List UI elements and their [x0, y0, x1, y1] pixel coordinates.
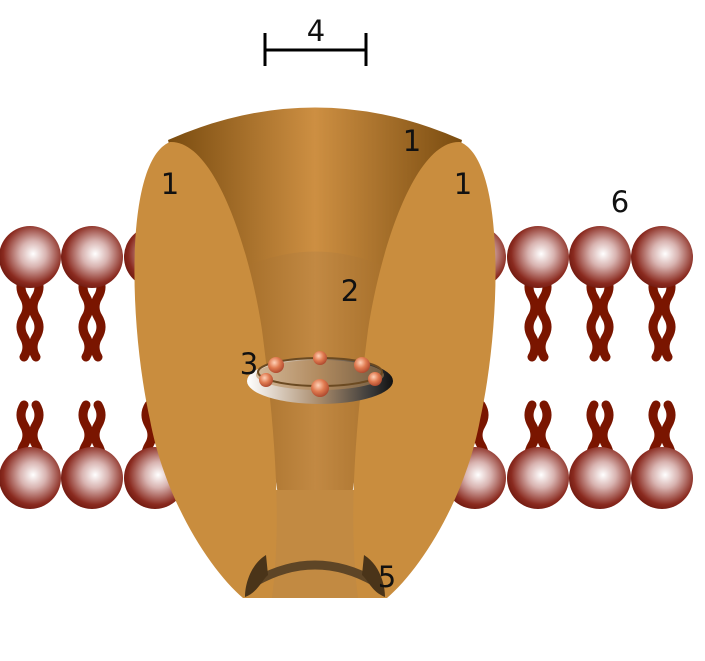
ion: [259, 373, 273, 387]
channel-gate: [245, 555, 385, 597]
ion: [368, 372, 382, 386]
label-left-domain: 1: [161, 167, 179, 201]
lipid-molecule: [507, 226, 569, 509]
label-pore: 2: [341, 274, 359, 308]
channel-top-surface: [168, 107, 462, 270]
right-domain: [353, 141, 496, 598]
label-selectivity-filter: 3: [240, 347, 258, 381]
label-scale-bar: 4: [307, 14, 325, 48]
left-domain: [134, 141, 277, 598]
pore-lower-passage: [270, 490, 362, 598]
ion: [268, 357, 284, 373]
label-gate: 5: [378, 560, 396, 594]
label-channel-top: 1: [403, 124, 421, 158]
ion: [311, 379, 329, 397]
ion: [354, 357, 370, 373]
scale-bar: [263, 33, 368, 66]
ion: [313, 351, 327, 365]
lipid-molecule: [569, 226, 631, 509]
lipid-molecule: [631, 226, 693, 509]
label-right-domain: 1: [454, 167, 472, 201]
channel-protein: [134, 107, 496, 598]
lipid-molecule: [61, 226, 123, 509]
selectivity-filter: [247, 351, 393, 404]
lipid-molecule: [0, 226, 61, 509]
label-membrane: 6: [611, 185, 629, 219]
